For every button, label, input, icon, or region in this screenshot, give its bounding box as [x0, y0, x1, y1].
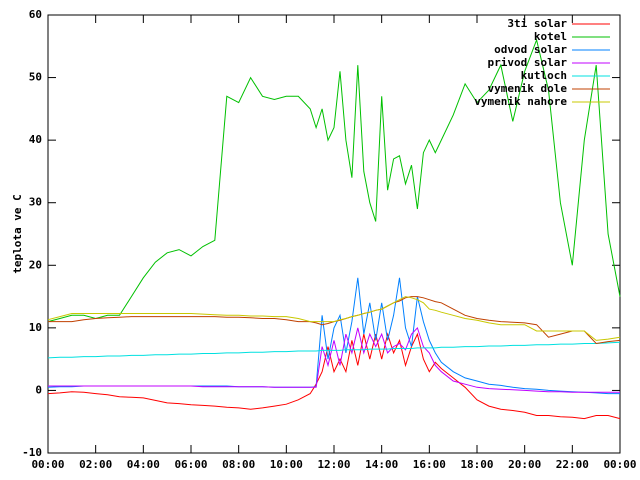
x-tick-label: 14:00 [365, 458, 398, 471]
legend-label: 3ti solar [507, 17, 567, 30]
y-axis-label: teplota ve C [11, 194, 24, 273]
legend-label: vymenik nahore [474, 95, 567, 108]
legend-label: kotel [534, 30, 567, 43]
series-line [48, 326, 620, 393]
y-tick-label: 40 [29, 133, 42, 146]
x-tick-label: 22:00 [556, 458, 589, 471]
y-tick-label: 30 [29, 196, 42, 209]
x-tick-label: 16:00 [413, 458, 446, 471]
x-tick-label: 02:00 [79, 458, 112, 471]
x-tick-label: 00:00 [603, 458, 636, 471]
legend-label: privod solar [488, 56, 568, 69]
legend-label: vymenik dole [488, 82, 568, 95]
x-tick-label: 18:00 [460, 458, 493, 471]
series-line [47, 332, 621, 420]
y-tick-label: 20 [29, 258, 42, 271]
y-tick-label: 60 [29, 8, 42, 21]
plot-frame [47, 14, 621, 454]
y-tick-label: 10 [29, 321, 42, 334]
x-tick-label: 04:00 [127, 458, 160, 471]
x-tick-label: 06:00 [174, 458, 207, 471]
y-tick-label: -10 [22, 446, 42, 459]
y-tick-label: 0 [35, 383, 42, 396]
x-tick-label: 00:00 [31, 458, 64, 471]
y-tick-label: 50 [29, 71, 42, 84]
series-line [47, 296, 621, 341]
series-line [47, 341, 621, 359]
x-tick-label: 12:00 [317, 458, 350, 471]
legend-label: kutloch [521, 69, 567, 82]
x-tick-label: 08:00 [222, 458, 255, 471]
x-tick-label: 10:00 [270, 458, 303, 471]
series-line [47, 38, 621, 323]
x-tick-label: 20:00 [508, 458, 541, 471]
legend-label: odvod solar [494, 43, 567, 56]
